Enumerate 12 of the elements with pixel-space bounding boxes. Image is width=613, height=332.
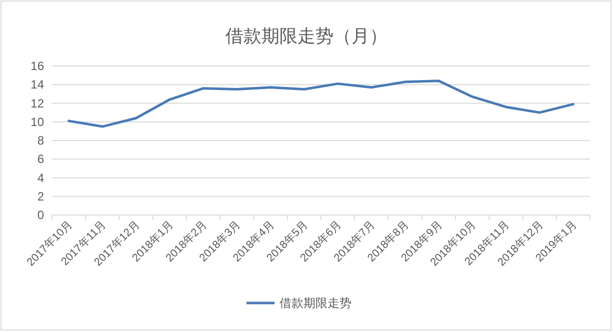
legend-label: 借款期限走势 (280, 296, 352, 310)
y-tick-label: 14 (30, 78, 44, 92)
y-tick-label: 8 (37, 134, 44, 148)
y-tick-label: 2 (37, 189, 44, 204)
y-tick-label: 16 (30, 59, 44, 73)
y-tick-label: 10 (30, 114, 44, 129)
y-tick-label: 0 (37, 208, 44, 222)
y-tick-label: 4 (37, 170, 44, 185)
y-tick-label: 12 (30, 96, 44, 110)
line-series (68, 80, 574, 128)
y-tick-label: 6 (37, 152, 44, 166)
chart-title: 借款期限走势（月） (226, 26, 388, 46)
